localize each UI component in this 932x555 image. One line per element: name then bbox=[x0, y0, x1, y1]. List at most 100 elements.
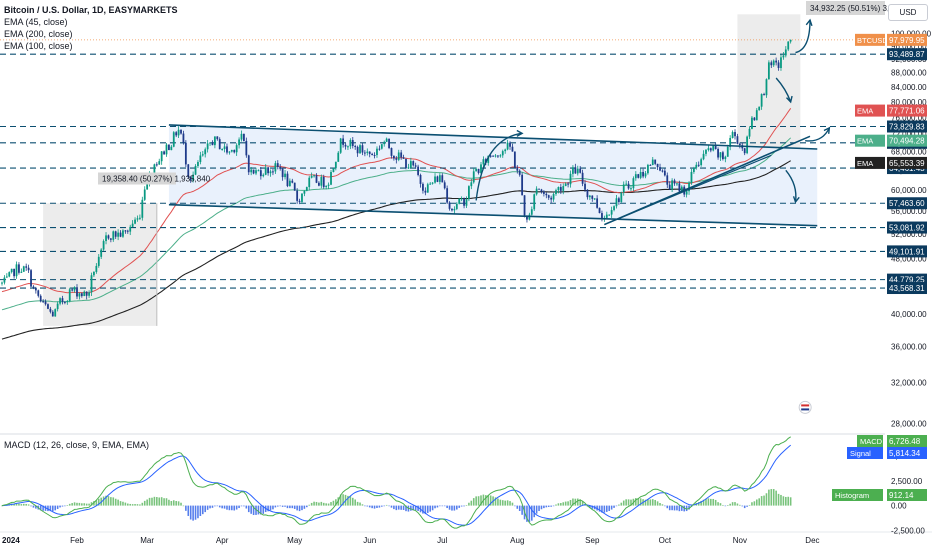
chart-legend: Bitcoin / U.S. Dollar, 1D, EASYMARKETS E… bbox=[4, 4, 178, 52]
histogram-bar bbox=[465, 505, 468, 506]
histogram-bar bbox=[441, 505, 444, 507]
candle-body bbox=[700, 159, 703, 166]
candle-body bbox=[787, 41, 790, 50]
histogram-bar bbox=[272, 505, 274, 510]
candle-body bbox=[724, 156, 727, 160]
candle-body bbox=[482, 159, 485, 165]
histogram-bar bbox=[443, 505, 446, 507]
histogram-bar bbox=[424, 505, 427, 515]
time-tick-label: Jun bbox=[363, 536, 376, 545]
histogram-bar bbox=[758, 498, 761, 506]
histogram-bar bbox=[705, 498, 707, 506]
candle-body bbox=[228, 151, 231, 153]
histogram-bar bbox=[279, 505, 282, 507]
candle-body bbox=[129, 226, 132, 232]
time-tick-label: Dec bbox=[805, 536, 819, 545]
candle-body bbox=[663, 170, 666, 176]
currency-button[interactable]: USD bbox=[888, 4, 928, 21]
arrow-head bbox=[823, 126, 831, 134]
candle-body bbox=[584, 183, 586, 190]
candle-body bbox=[209, 142, 211, 144]
candle-body bbox=[746, 136, 749, 154]
histogram-bar bbox=[158, 497, 161, 506]
candle-body bbox=[318, 182, 320, 186]
candle-body bbox=[434, 176, 436, 183]
candle-body bbox=[138, 217, 141, 219]
histogram-bar bbox=[431, 505, 434, 511]
histogram-bar bbox=[240, 505, 243, 507]
histogram-bar bbox=[255, 505, 257, 515]
histogram-bar bbox=[746, 505, 748, 507]
candle-body bbox=[506, 142, 509, 150]
candle-body bbox=[470, 182, 473, 187]
candle-body bbox=[784, 49, 787, 56]
ema200-legend[interactable]: EMA (200, close) bbox=[4, 29, 73, 39]
histogram-bar bbox=[359, 502, 361, 506]
candle-body bbox=[760, 94, 763, 107]
histogram-bar bbox=[339, 494, 342, 506]
candle-body bbox=[322, 176, 325, 188]
histogram-bar bbox=[388, 505, 390, 507]
candle-body bbox=[180, 129, 182, 134]
candle-body bbox=[240, 133, 243, 140]
histogram-bar bbox=[192, 505, 194, 521]
histogram-bar bbox=[66, 505, 69, 506]
candle-body bbox=[189, 176, 192, 181]
histogram-bar bbox=[342, 494, 344, 506]
candle-body bbox=[448, 202, 451, 209]
histogram-bar bbox=[717, 502, 719, 506]
macd-tag-name-bg bbox=[832, 489, 883, 501]
candle-body bbox=[199, 155, 202, 163]
histogram-bar bbox=[110, 497, 112, 506]
histogram-bar bbox=[281, 505, 284, 507]
price-tag-name: EMA bbox=[857, 107, 873, 116]
candle-body bbox=[513, 151, 516, 168]
candle-body bbox=[409, 161, 412, 168]
histogram-bar bbox=[146, 499, 148, 506]
histogram-bar bbox=[753, 501, 756, 506]
candle-body bbox=[789, 39, 792, 42]
candle-body bbox=[499, 155, 502, 157]
candle-body bbox=[201, 154, 204, 156]
histogram-bar bbox=[615, 505, 618, 507]
ema45-legend[interactable]: EMA (45, close) bbox=[4, 17, 68, 27]
candle-body bbox=[586, 189, 589, 198]
candle-body bbox=[630, 188, 632, 190]
histogram-bar bbox=[504, 500, 506, 506]
price-tag-bg bbox=[887, 33, 927, 46]
candle-body bbox=[661, 170, 664, 172]
candle-body bbox=[767, 62, 770, 80]
histogram-bar bbox=[785, 496, 787, 506]
histogram-bar bbox=[472, 498, 475, 506]
macd-legend[interactable]: MACD (12, 26, close, 9, EMA, EMA) bbox=[4, 440, 150, 450]
macd-tag-name-bg bbox=[857, 435, 883, 447]
candle-body bbox=[562, 186, 565, 191]
histogram-bar bbox=[286, 505, 289, 509]
macd-tag-value: 912.14 bbox=[889, 491, 914, 500]
candle-body bbox=[250, 169, 253, 173]
histogram-bar bbox=[318, 502, 320, 506]
candle-body bbox=[134, 219, 136, 224]
histogram-bar bbox=[736, 503, 739, 506]
histogram-bar bbox=[622, 500, 625, 506]
candle-body bbox=[39, 295, 42, 302]
histogram-bar bbox=[572, 498, 574, 506]
candle-body bbox=[763, 94, 765, 96]
channel-lower bbox=[168, 203, 818, 227]
ema100-legend[interactable]: EMA (100, close) bbox=[4, 41, 73, 51]
histogram-bar bbox=[218, 505, 221, 508]
histogram-bar bbox=[426, 505, 429, 513]
histogram-bar bbox=[177, 501, 180, 506]
candle-body bbox=[286, 173, 289, 187]
candle-body bbox=[308, 177, 311, 188]
histogram-bar bbox=[180, 502, 182, 506]
candle-body bbox=[453, 208, 456, 211]
histogram-bar bbox=[412, 505, 415, 511]
histogram-bar bbox=[361, 504, 364, 506]
candle-body bbox=[572, 167, 574, 174]
price-tag-name: EMA bbox=[857, 159, 873, 168]
candle-body bbox=[153, 164, 156, 176]
candle-body bbox=[56, 303, 59, 310]
histogram-bar bbox=[560, 503, 562, 506]
